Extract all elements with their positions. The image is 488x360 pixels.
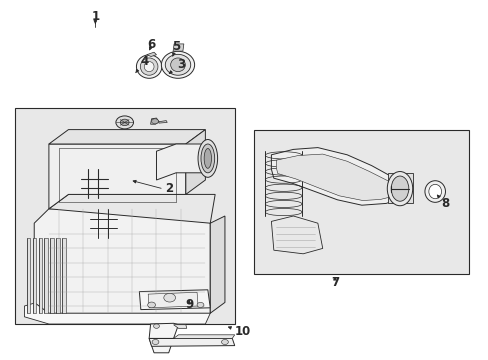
Ellipse shape	[390, 176, 408, 201]
Text: 6: 6	[147, 39, 155, 51]
Text: 5: 5	[172, 40, 180, 56]
Polygon shape	[50, 238, 54, 313]
Circle shape	[147, 302, 155, 308]
Polygon shape	[387, 173, 412, 203]
Ellipse shape	[165, 54, 190, 75]
Polygon shape	[271, 148, 400, 205]
Text: 7: 7	[330, 276, 338, 289]
Polygon shape	[159, 121, 167, 123]
Polygon shape	[149, 323, 178, 353]
Ellipse shape	[386, 171, 412, 206]
Polygon shape	[156, 144, 205, 180]
Polygon shape	[210, 216, 224, 313]
Polygon shape	[150, 118, 159, 124]
Ellipse shape	[198, 139, 217, 177]
Text: 8: 8	[436, 195, 448, 210]
Text: 4: 4	[135, 55, 148, 73]
Polygon shape	[49, 194, 215, 223]
Polygon shape	[62, 238, 65, 313]
Ellipse shape	[428, 184, 441, 199]
Polygon shape	[149, 335, 234, 338]
Polygon shape	[27, 238, 30, 313]
Ellipse shape	[144, 62, 154, 72]
Polygon shape	[173, 44, 183, 51]
Ellipse shape	[170, 58, 185, 72]
Polygon shape	[146, 52, 156, 57]
Polygon shape	[33, 238, 36, 313]
Text: 2: 2	[164, 183, 172, 195]
Bar	[254, 130, 468, 274]
Text: 3: 3	[169, 58, 184, 73]
Polygon shape	[185, 130, 205, 194]
Polygon shape	[44, 238, 48, 313]
Circle shape	[116, 116, 133, 129]
Polygon shape	[34, 209, 210, 313]
Polygon shape	[56, 238, 60, 313]
Ellipse shape	[136, 55, 162, 78]
Polygon shape	[24, 299, 210, 324]
Circle shape	[151, 119, 158, 124]
Polygon shape	[139, 290, 210, 310]
Text: 1: 1	[91, 10, 99, 23]
Circle shape	[153, 324, 159, 328]
Polygon shape	[173, 325, 186, 328]
Circle shape	[152, 339, 159, 345]
Text: 10: 10	[228, 325, 251, 338]
Polygon shape	[39, 238, 42, 313]
Ellipse shape	[424, 181, 445, 202]
Ellipse shape	[201, 144, 214, 173]
Circle shape	[163, 293, 175, 302]
Polygon shape	[149, 338, 234, 346]
Circle shape	[197, 302, 203, 307]
Ellipse shape	[204, 148, 211, 168]
Circle shape	[221, 339, 228, 345]
Ellipse shape	[161, 51, 194, 78]
Ellipse shape	[140, 58, 158, 75]
Bar	[15, 108, 234, 324]
Polygon shape	[276, 154, 394, 201]
Text: 9: 9	[185, 298, 193, 311]
Polygon shape	[49, 144, 185, 209]
Circle shape	[120, 119, 129, 126]
Polygon shape	[49, 130, 205, 144]
Polygon shape	[148, 292, 198, 308]
Polygon shape	[271, 216, 322, 254]
